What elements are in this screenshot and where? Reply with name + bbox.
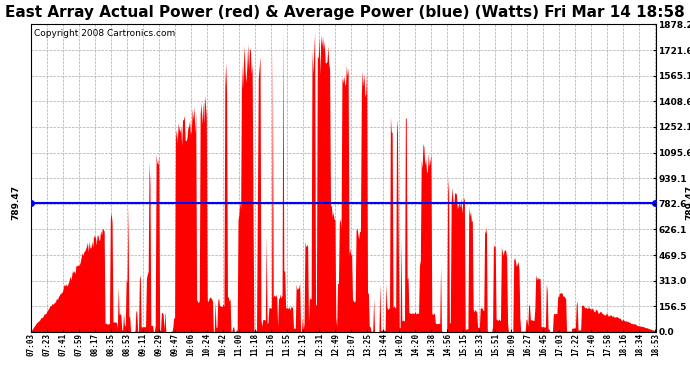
Text: East Array Actual Power (red) & Average Power (blue) (Watts) Fri Mar 14 18:58: East Array Actual Power (red) & Average … bbox=[5, 5, 685, 20]
Text: Copyright 2008 Cartronics.com: Copyright 2008 Cartronics.com bbox=[34, 29, 175, 38]
Text: 789.47: 789.47 bbox=[11, 185, 20, 220]
Text: 789.47: 789.47 bbox=[685, 185, 690, 220]
